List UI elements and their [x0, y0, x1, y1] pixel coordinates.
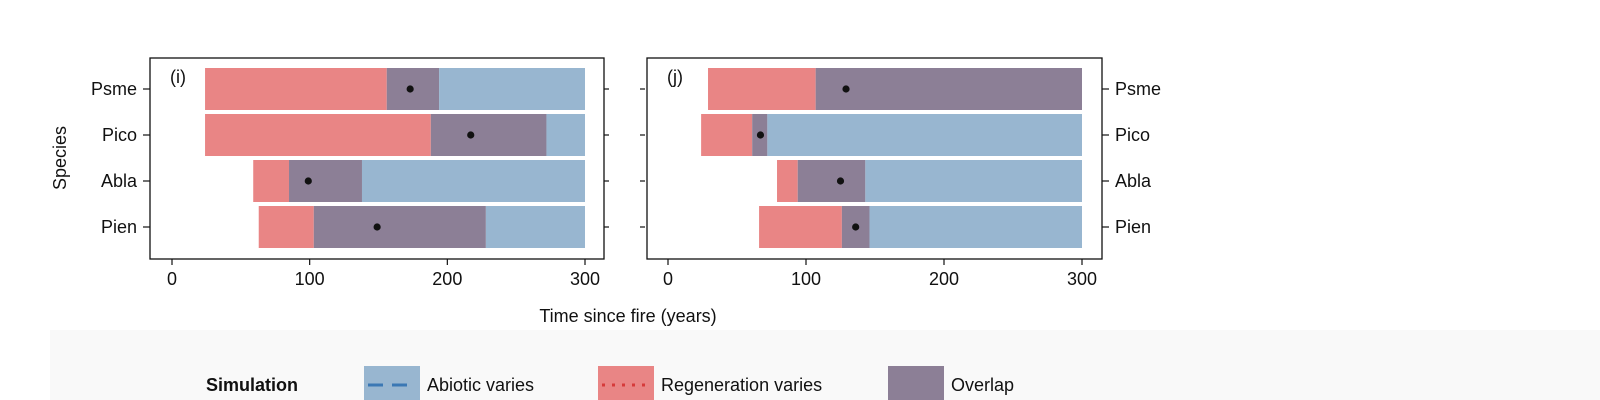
regeneration-bar	[205, 68, 387, 110]
y-axis-title: Species	[50, 126, 70, 190]
legend-item-regeneration: Regeneration varies	[598, 366, 822, 400]
row-pien	[258, 206, 585, 248]
y-tick-label: Pien	[101, 217, 137, 237]
legend-swatch	[598, 366, 654, 400]
abiotic-bar	[869, 206, 1082, 248]
x-tick-label: 100	[295, 269, 325, 289]
legend-swatch	[364, 366, 420, 400]
y-tick-label: Pico	[1115, 125, 1150, 145]
regeneration-bar	[701, 114, 753, 156]
y-tick-label: Abla	[1115, 171, 1152, 191]
abiotic-bar	[865, 160, 1082, 202]
row-psme	[708, 68, 1082, 110]
legend: Simulation Abiotic varies Regeneration var…	[206, 366, 1014, 400]
row-abla	[253, 160, 585, 202]
median-point	[756, 131, 765, 139]
row-pico	[205, 114, 585, 156]
legend-title: Simulation	[206, 375, 298, 395]
row-abla	[777, 160, 1082, 202]
regeneration-bar	[258, 206, 314, 248]
regeneration-bar	[759, 206, 842, 248]
abiotic-bar	[767, 114, 1082, 156]
x-tick-label: 300	[1067, 269, 1097, 289]
median-point	[373, 223, 381, 231]
panel-i: (i) 0 100 200 300 Psme Pico Abla Pien	[91, 57, 609, 289]
median-point	[467, 131, 475, 139]
x-axis-title: Time since fire (years)	[539, 306, 716, 326]
plot-frame	[646, 57, 1103, 260]
legend-swatch	[888, 366, 944, 400]
overlap-bar	[797, 160, 866, 202]
row-psme	[205, 68, 585, 110]
y-tick-label: Pico	[102, 125, 137, 145]
y-tick-label: Psme	[91, 79, 137, 99]
legend-band	[50, 330, 1600, 400]
median-point	[304, 177, 312, 185]
overlap-bar	[313, 206, 486, 248]
y-tick-label: Psme	[1115, 79, 1161, 99]
y-tick-label: Abla	[101, 171, 138, 191]
x-tick-label: 200	[432, 269, 462, 289]
abiotic-bar	[485, 206, 585, 248]
x-tick-label: 200	[929, 269, 959, 289]
x-tick-label: 0	[663, 269, 673, 289]
median-point	[836, 177, 845, 185]
regeneration-bar	[205, 114, 431, 156]
median-point	[406, 85, 414, 93]
legend-label: Regeneration varies	[661, 375, 822, 395]
overlap-bar	[289, 160, 362, 202]
x-tick-label: 300	[570, 269, 600, 289]
legend-item-abiotic: Abiotic varies	[364, 366, 534, 400]
median-point	[852, 223, 860, 231]
overlap-bar	[430, 114, 547, 156]
abiotic-bar	[439, 68, 585, 110]
overlap-bar	[815, 68, 1082, 110]
abiotic-bar	[361, 160, 585, 202]
row-pico	[701, 114, 1082, 156]
x-tick-label: 100	[791, 269, 821, 289]
panel-label: (i)	[170, 67, 186, 87]
median-point	[842, 85, 850, 93]
legend-label: Abiotic varies	[427, 375, 534, 395]
regeneration-bar	[253, 160, 290, 202]
plot-frame	[149, 57, 605, 260]
regeneration-bar	[777, 160, 798, 202]
regeneration-bar	[708, 68, 816, 110]
legend-label: Overlap	[951, 375, 1014, 395]
abiotic-bar	[546, 114, 585, 156]
panel-label: (j)	[667, 67, 683, 87]
panels: (i) 0 100 200 300 Psme Pico Abla Pien (j) 0 100 200 3…	[91, 57, 1161, 289]
legend-item-overlap: Overlap	[888, 366, 1014, 400]
row-pien	[759, 206, 1082, 248]
x-tick-label: 0	[167, 269, 177, 289]
y-tick-label: Pien	[1115, 217, 1151, 237]
panel-j: (j) 0 100 200 300 Psme Pico Abla Pien	[640, 57, 1161, 289]
